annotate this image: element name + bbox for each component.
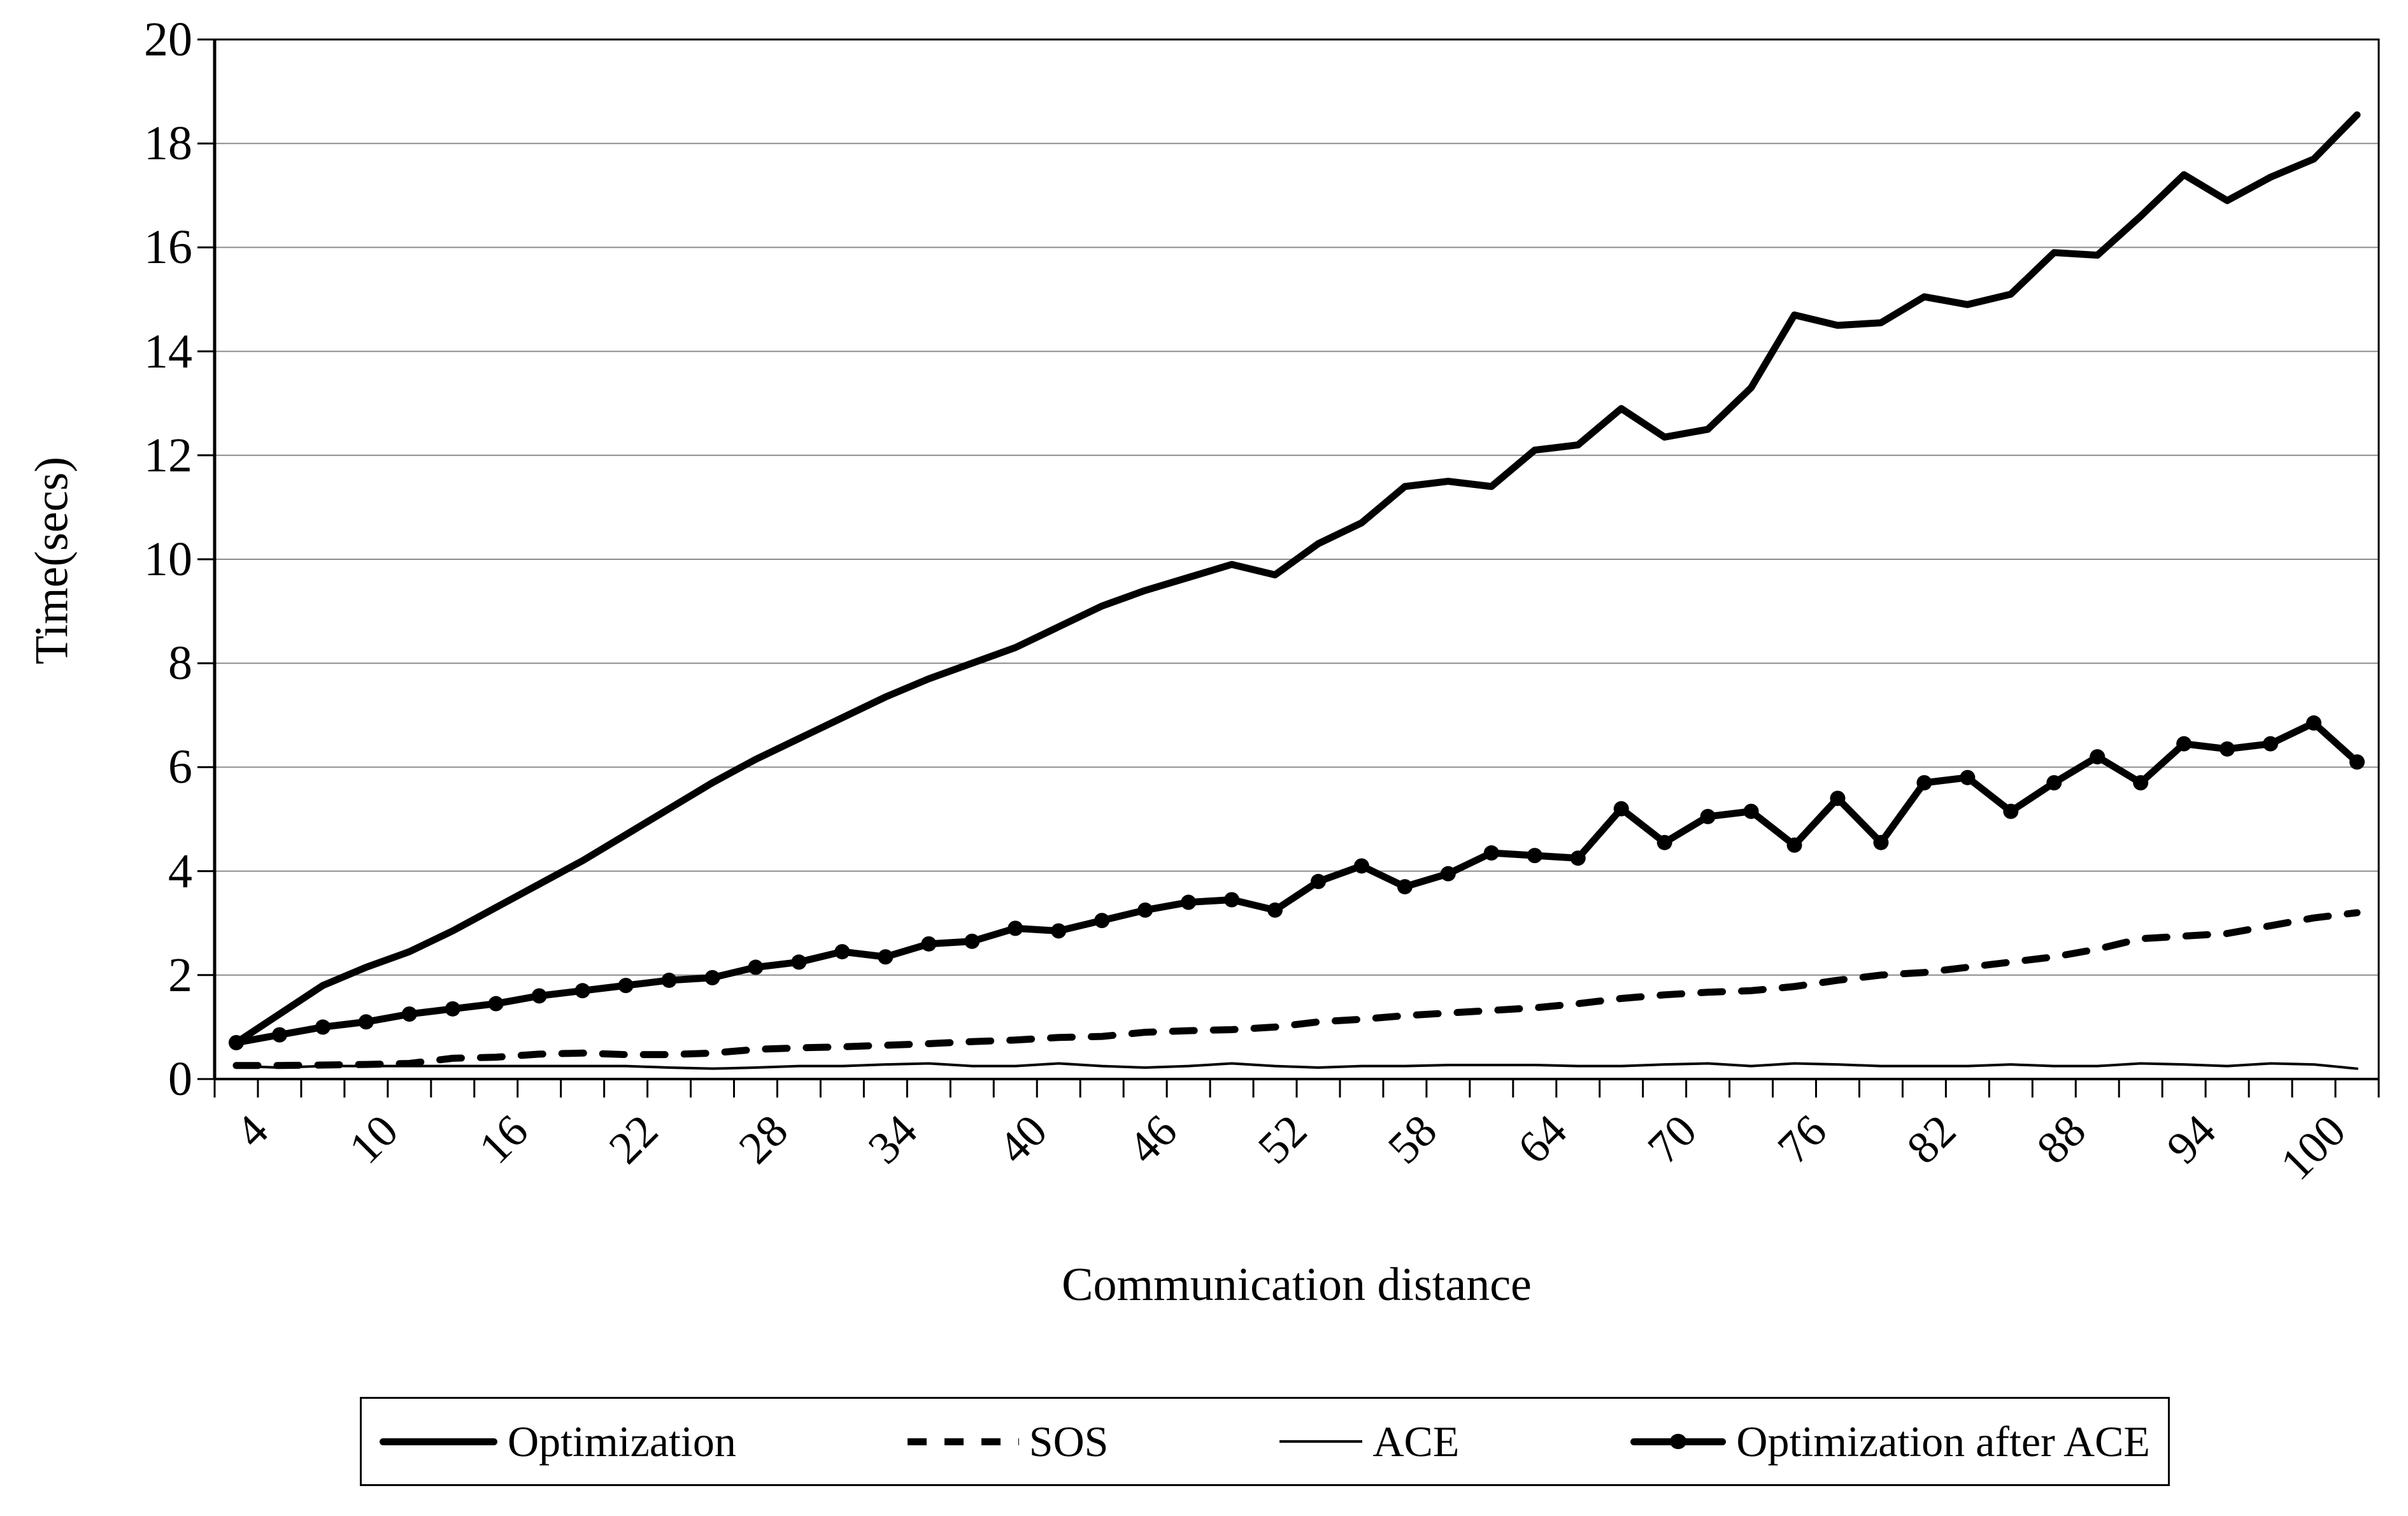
legend: Optimization SOS ACE Optimization after … — [360, 1397, 2170, 1486]
data-point-marker — [271, 1027, 287, 1043]
optimization-after-ace-line-sample — [1630, 1434, 1727, 1449]
data-point-marker — [2263, 736, 2279, 752]
legend-label-optimization: Optimization — [508, 1417, 736, 1466]
data-point-marker — [2176, 736, 2192, 752]
sos-dashed-line-sample — [907, 1438, 1019, 1445]
data-point-marker — [1743, 803, 1759, 819]
legend-item-optimization-after-ace: Optimization after ACE — [1630, 1417, 2150, 1467]
ace-line-sample — [1279, 1440, 1363, 1443]
data-point-marker — [2349, 754, 2365, 770]
data-point-marker — [1960, 769, 1976, 785]
data-point-marker — [315, 1019, 331, 1035]
data-point-marker — [1137, 902, 1153, 918]
data-point-marker — [401, 1006, 417, 1022]
data-point-marker — [964, 933, 980, 949]
series-line-optimization — [232, 111, 2361, 1047]
data-point-marker — [2306, 715, 2322, 731]
data-point-marker — [358, 1014, 374, 1030]
data-point-marker — [1656, 834, 1672, 850]
y-tick-label: 14 — [144, 324, 192, 378]
data-point-marker — [618, 978, 634, 994]
data-point-marker — [1916, 775, 1932, 790]
series-line-ace — [234, 1062, 2359, 1070]
data-point-marker — [1527, 848, 1542, 864]
y-tick-label: 16 — [144, 220, 192, 275]
data-point-marker — [531, 988, 547, 1004]
data-point-marker — [1051, 923, 1067, 939]
data-point-marker — [2003, 803, 2019, 819]
data-point-marker — [1310, 873, 1326, 889]
y-tick-label: 18 — [144, 117, 192, 171]
data-point-marker — [704, 969, 720, 985]
y-tick-label: 10 — [144, 533, 192, 586]
legend-item-ace: ACE — [1279, 1417, 1459, 1467]
y-tick-label: 6 — [168, 740, 192, 794]
data-point-marker — [1181, 894, 1197, 910]
data-point-marker — [574, 983, 590, 999]
data-point-marker — [1830, 790, 1846, 806]
data-point-marker — [2046, 775, 2062, 790]
legend-label-optimization-after-ace: Optimization after ACE — [1736, 1417, 2150, 1466]
series-line-optimization-after-ace — [232, 719, 2361, 1047]
data-point-marker — [791, 954, 807, 970]
legend-item-optimization: Optimization — [380, 1417, 736, 1467]
data-point-marker — [1224, 892, 1240, 908]
optimization-line-sample — [380, 1438, 497, 1445]
legend-label-sos: SOS — [1029, 1417, 1109, 1466]
legend-label-ace: ACE — [1372, 1417, 1460, 1466]
series-line-sos — [232, 909, 2361, 1069]
data-point-marker — [2133, 775, 2149, 790]
y-tick-label: 12 — [144, 428, 192, 482]
data-point-marker — [445, 1001, 460, 1017]
data-point-marker — [921, 936, 937, 952]
data-point-marker — [1700, 808, 1716, 824]
data-point-marker — [1353, 858, 1369, 874]
y-tick-label: 2 — [168, 948, 192, 1002]
marker-dot-icon — [1670, 1434, 1687, 1449]
data-point-marker — [1094, 913, 1110, 929]
data-point-marker — [1397, 879, 1413, 895]
data-point-marker — [1267, 902, 1283, 918]
data-point-marker — [748, 959, 764, 975]
data-point-marker — [1570, 850, 1586, 866]
data-point-marker — [228, 1034, 244, 1050]
legend-item-sos: SOS — [907, 1417, 1109, 1467]
data-point-marker — [1440, 866, 1456, 882]
data-point-marker — [488, 996, 504, 1012]
data-point-marker — [1873, 834, 1889, 850]
data-point-marker — [2219, 741, 2235, 757]
data-point-marker — [878, 949, 894, 965]
data-point-marker — [661, 972, 677, 988]
data-point-marker — [834, 944, 850, 960]
x-axis-title: Communication distance — [1062, 1259, 1532, 1311]
y-tick-label: 0 — [168, 1052, 192, 1106]
y-tick-label: 20 — [144, 13, 192, 66]
data-point-marker — [1786, 837, 1802, 853]
y-tick-label: 8 — [168, 636, 192, 690]
y-tick-label: 4 — [168, 844, 192, 898]
data-point-marker — [1008, 920, 1023, 936]
data-point-marker — [2090, 749, 2105, 765]
data-point-marker — [1483, 845, 1499, 861]
data-point-marker — [1613, 801, 1629, 817]
